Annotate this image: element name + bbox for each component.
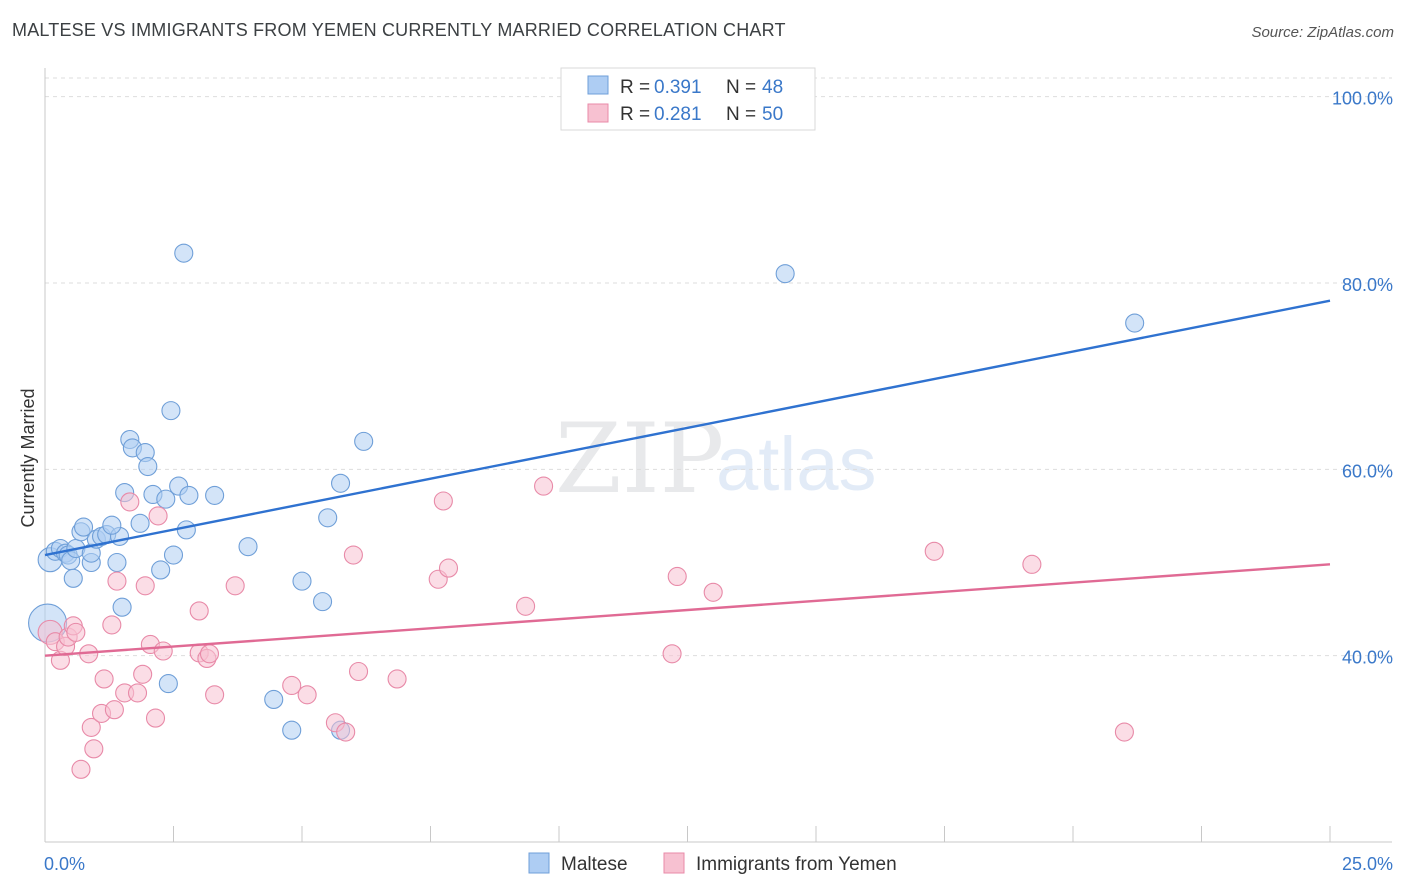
watermark-atlas: atlas bbox=[716, 422, 877, 507]
legend-n-value-maltese: 48 bbox=[762, 77, 783, 98]
point-maltese bbox=[292, 571, 312, 591]
legend-r-value-yemen: 0.281 bbox=[654, 104, 702, 125]
point-maltese bbox=[176, 520, 196, 540]
point-maltese bbox=[138, 456, 158, 477]
x-tick-label: 25.0% bbox=[1342, 854, 1393, 874]
point-yemen bbox=[133, 664, 153, 684]
point-yemen bbox=[127, 683, 148, 703]
point-yemen bbox=[104, 700, 124, 720]
point-yemen bbox=[66, 622, 86, 642]
point-yemen bbox=[135, 576, 155, 596]
watermark: ZIP atlas bbox=[555, 403, 877, 515]
point-maltese bbox=[264, 689, 284, 709]
point-yemen bbox=[297, 685, 317, 705]
x-tick-label: 0.0% bbox=[44, 854, 85, 874]
bottom-legend-swatch-yemen bbox=[663, 852, 685, 874]
trend-line-yemen bbox=[44, 563, 1331, 657]
point-maltese bbox=[354, 431, 374, 451]
point-maltese bbox=[161, 401, 181, 421]
point-yemen bbox=[343, 545, 363, 565]
point-yemen bbox=[433, 491, 453, 511]
point-maltese bbox=[238, 537, 258, 557]
y-tick-label: 100.0% bbox=[1332, 89, 1393, 109]
bottom-legend-label-maltese: Maltese bbox=[561, 854, 628, 875]
point-yemen bbox=[516, 596, 536, 616]
legend-swatch-maltese bbox=[587, 75, 609, 95]
point-yemen bbox=[107, 571, 127, 591]
point-yemen bbox=[387, 669, 407, 689]
point-yemen bbox=[94, 669, 114, 689]
legend-n-value-yemen: 50 bbox=[762, 104, 783, 125]
legend-r-label-maltese: R = bbox=[620, 77, 650, 98]
point-maltese bbox=[775, 264, 795, 284]
point-maltese bbox=[179, 485, 199, 505]
grid-lines bbox=[45, 77, 1392, 657]
point-yemen bbox=[1022, 554, 1042, 574]
point-maltese bbox=[330, 473, 351, 493]
point-yemen bbox=[534, 476, 554, 496]
trend-lines bbox=[44, 299, 1331, 657]
point-maltese bbox=[63, 568, 83, 588]
point-maltese bbox=[102, 515, 122, 535]
point-maltese bbox=[282, 720, 302, 740]
point-yemen bbox=[667, 566, 687, 587]
point-yemen bbox=[189, 601, 209, 621]
point-maltese bbox=[174, 243, 194, 263]
point-maltese bbox=[318, 508, 338, 528]
axes bbox=[44, 68, 1392, 843]
point-yemen bbox=[84, 739, 104, 759]
y-axis-label: Currently Married bbox=[18, 388, 38, 527]
legend: R = 0.391 N = 48 R = 0.281 N = 50 bbox=[560, 67, 816, 131]
legend-swatch-yemen bbox=[587, 103, 609, 123]
point-yemen bbox=[148, 506, 168, 526]
point-yemen bbox=[282, 675, 302, 696]
point-yemen bbox=[924, 541, 944, 561]
y-tick-label: 80.0% bbox=[1342, 275, 1393, 295]
point-yemen bbox=[71, 759, 91, 779]
point-maltese bbox=[112, 597, 132, 617]
legend-n-label-yemen: N = bbox=[726, 104, 756, 125]
point-maltese bbox=[163, 545, 184, 565]
point-yemen bbox=[205, 685, 225, 705]
point-maltese bbox=[74, 517, 94, 537]
point-yemen bbox=[225, 576, 245, 596]
y-tick-label: 40.0% bbox=[1342, 648, 1393, 668]
legend-n-label-maltese: N = bbox=[726, 77, 756, 98]
point-yemen bbox=[438, 558, 459, 578]
point-maltese bbox=[158, 674, 178, 694]
chart-title: MALTESE VS IMMIGRANTS FROM YEMEN CURRENT… bbox=[12, 20, 786, 40]
bottom-legend-swatch-maltese bbox=[528, 852, 550, 874]
point-yemen bbox=[199, 644, 220, 664]
point-yemen bbox=[145, 708, 166, 728]
legend-r-value-maltese: 0.391 bbox=[654, 77, 702, 98]
bottom-legend: Maltese Immigrants from Yemen bbox=[528, 852, 897, 875]
point-yemen bbox=[120, 492, 140, 512]
point-maltese bbox=[107, 552, 127, 573]
point-yemen bbox=[153, 641, 173, 661]
point-yemen bbox=[336, 722, 356, 742]
watermark-zip: ZIP bbox=[555, 403, 724, 515]
point-maltese bbox=[156, 489, 176, 509]
point-yemen bbox=[662, 644, 682, 664]
point-maltese bbox=[313, 592, 333, 612]
point-yemen bbox=[102, 615, 122, 635]
point-maltese bbox=[151, 560, 171, 580]
source-label: Source: ZipAtlas.com bbox=[1251, 24, 1394, 41]
y-tick-label: 60.0% bbox=[1342, 461, 1393, 481]
data-points bbox=[28, 243, 1145, 779]
point-maltese bbox=[205, 485, 225, 505]
point-maltese bbox=[130, 513, 150, 533]
trend-line-maltese bbox=[44, 299, 1331, 557]
point-maltese bbox=[1125, 313, 1145, 333]
point-yemen bbox=[348, 661, 369, 682]
bottom-legend-label-yemen: Immigrants from Yemen bbox=[696, 854, 897, 875]
legend-r-label-yemen: R = bbox=[620, 104, 650, 125]
point-yemen bbox=[1114, 722, 1134, 742]
tick-labels: 40.0% 60.0% 80.0% 100.0% 0.0% 25.0% bbox=[44, 89, 1393, 874]
point-yemen bbox=[81, 717, 101, 737]
point-yemen bbox=[703, 582, 723, 602]
